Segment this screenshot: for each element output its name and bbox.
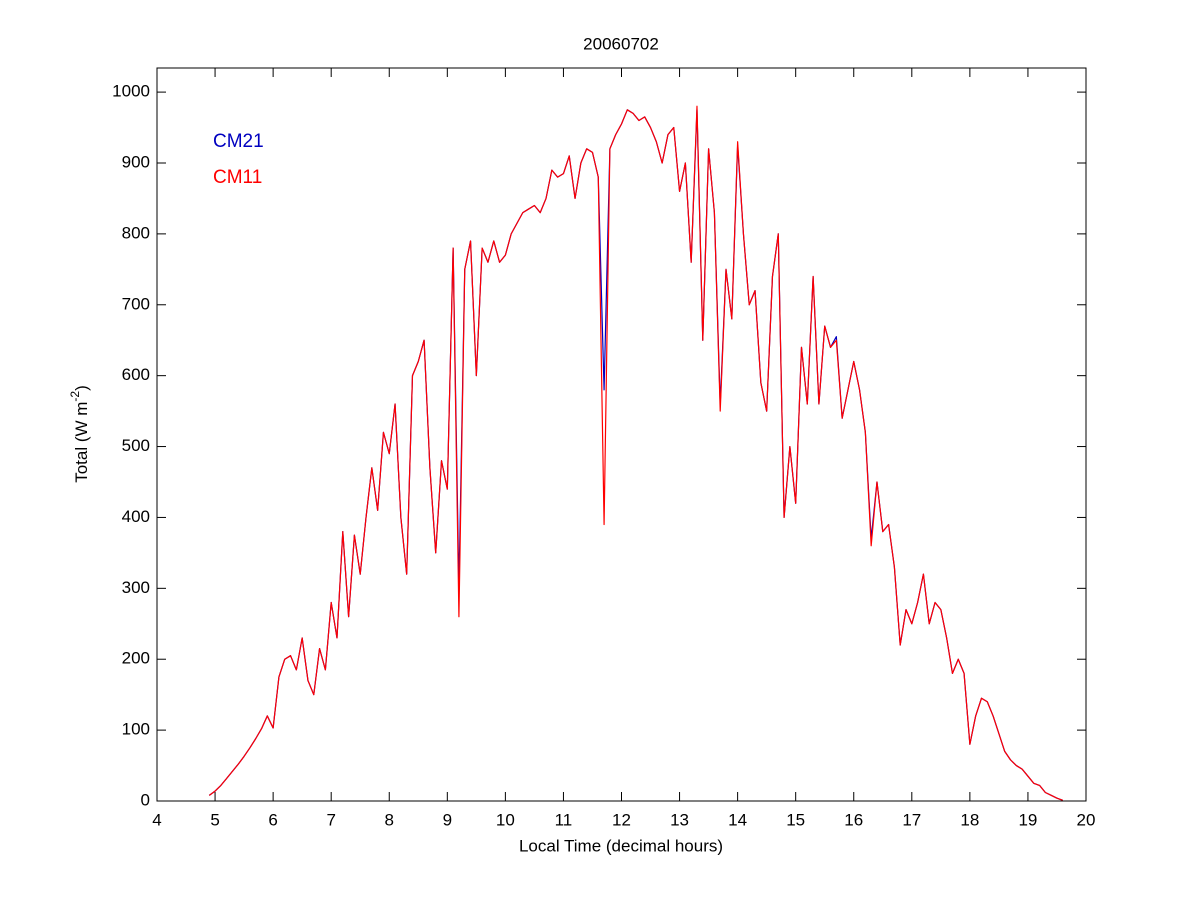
y-tick-label: 200 bbox=[122, 649, 150, 668]
y-tick-label: 800 bbox=[122, 223, 150, 242]
x-axis-label: Local Time (decimal hours) bbox=[519, 836, 723, 855]
y-axis-label: Total (W m-2) bbox=[68, 385, 91, 483]
plot-area bbox=[157, 68, 1086, 801]
x-tick-label: 11 bbox=[555, 810, 573, 829]
data-line bbox=[208, 105, 1063, 801]
y-label-text: Total (W m bbox=[72, 402, 91, 483]
y-tick-label: 400 bbox=[122, 507, 150, 526]
x-tick-label: 16 bbox=[844, 810, 863, 829]
chart-title: 20060702 bbox=[583, 34, 659, 53]
y-tick-label: 0 bbox=[141, 790, 150, 809]
legend-entry: CM21 bbox=[213, 131, 264, 152]
x-tick-label: 7 bbox=[326, 810, 335, 829]
y-tick-label: 300 bbox=[122, 578, 150, 597]
x-tick-label: 17 bbox=[902, 810, 921, 829]
x-tick-label: 14 bbox=[728, 810, 747, 829]
y-tick-label: 900 bbox=[122, 152, 150, 171]
x-tick-label: 5 bbox=[210, 810, 219, 829]
x-tick-label: 18 bbox=[960, 810, 979, 829]
y-label-text: ) bbox=[72, 385, 91, 391]
x-tick-label: 13 bbox=[670, 810, 689, 829]
y-tick-label: 100 bbox=[122, 720, 150, 739]
y-tick-label: 600 bbox=[122, 365, 150, 384]
x-tick-label: 15 bbox=[786, 810, 805, 829]
x-tick-label: 8 bbox=[385, 810, 394, 829]
x-tick-label: 19 bbox=[1018, 810, 1037, 829]
legend-entry: CM11 bbox=[213, 167, 262, 188]
y-label-superscript: -2 bbox=[68, 391, 82, 402]
x-tick-label: 12 bbox=[612, 810, 631, 829]
x-tick-label: 9 bbox=[443, 810, 452, 829]
y-tick-label: 500 bbox=[122, 436, 150, 455]
x-tick-label: 4 bbox=[152, 810, 161, 829]
x-tick-label: 20 bbox=[1077, 810, 1096, 829]
y-tick-label: 700 bbox=[122, 294, 150, 313]
y-tick-label: 1000 bbox=[112, 82, 150, 101]
x-tick-label: 6 bbox=[268, 810, 277, 829]
x-tick-label: 10 bbox=[496, 810, 515, 829]
